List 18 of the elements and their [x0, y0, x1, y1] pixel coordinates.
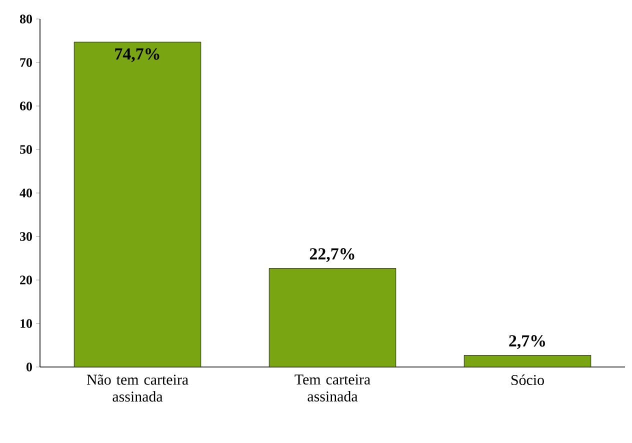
y-tick-label: 20 [20, 276, 32, 284]
bar [268, 268, 396, 367]
y-tick-label: 10 [20, 319, 32, 328]
x-tick-label: Tem carteira assinada [294, 374, 370, 402]
y-tick-label: 50 [20, 145, 32, 154]
bar [464, 355, 592, 367]
y-tick-label: 0 [26, 362, 32, 372]
y-tick-label: 40 [20, 188, 32, 198]
bar [74, 42, 202, 367]
y-tick-label: 70 [20, 58, 32, 67]
data-label: 22,7% [310, 248, 354, 262]
y-tick-label: 30 [20, 232, 32, 241]
y-tick-label: 60 [20, 102, 32, 110]
data-label: 74,7% [115, 48, 160, 62]
data-label: 2,7% [509, 335, 545, 350]
y-tick-label: 80 [20, 14, 32, 24]
x-tick-label: Sócio [511, 374, 544, 386]
x-tick-label: Não tem carteira assinada [86, 374, 188, 402]
